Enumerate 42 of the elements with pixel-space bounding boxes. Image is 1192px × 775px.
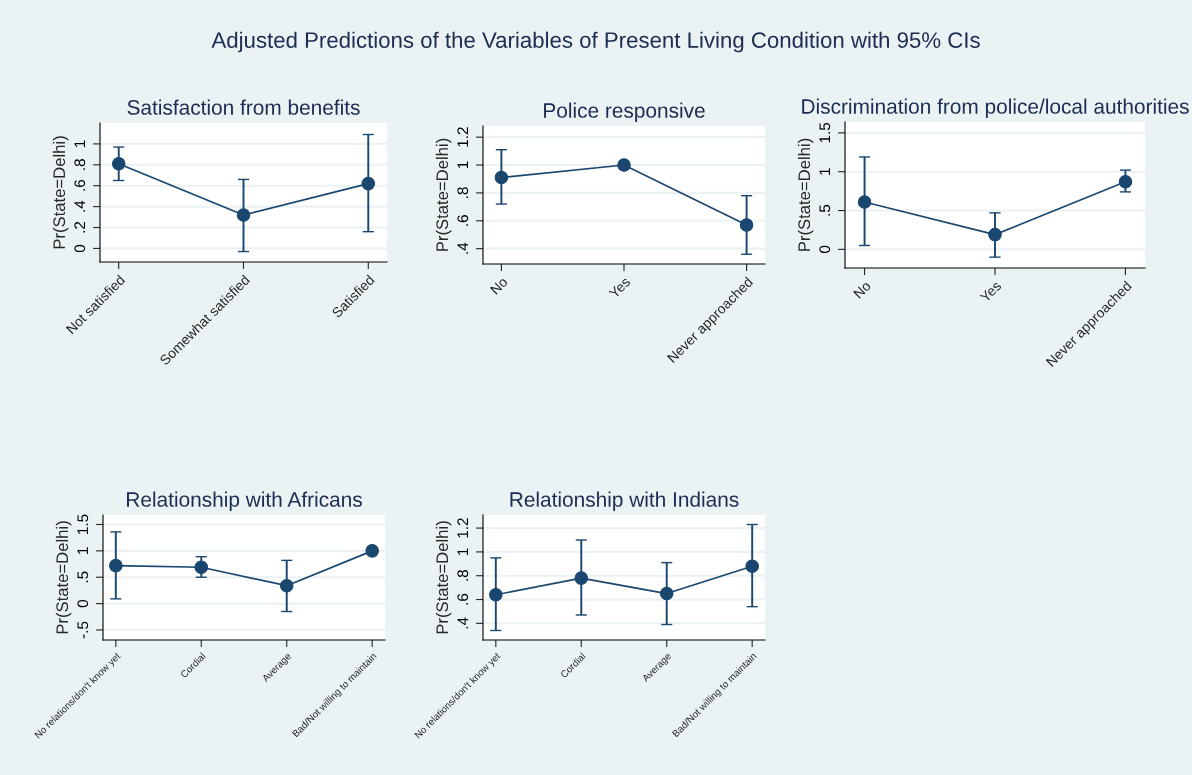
y-tick-label: -.5: [77, 621, 89, 639]
y-tick-label: 1.5: [77, 514, 89, 534]
y-tick-label: 0: [819, 245, 831, 254]
y-tick-label: .6: [457, 593, 469, 605]
y-tick-label: .6: [74, 180, 86, 191]
point: [617, 158, 631, 172]
y-tick-label: 0: [77, 599, 89, 608]
y-tick-label: 1: [77, 547, 89, 554]
y-tick-label: 1: [457, 548, 469, 555]
y-tick-label: .4: [457, 242, 469, 254]
chart-title: Discrimination from police/local authorities: [802, 98, 1189, 118]
y-axis-title: Pr(State=Delhi): [797, 138, 814, 251]
y-axis-title: Pr(State=Delhi): [435, 521, 452, 634]
y-tick-label: .5: [819, 204, 831, 216]
y-tick-label: .8: [457, 187, 469, 198]
y-tick-label: 1.2: [457, 127, 469, 147]
y-tick-label: .6: [457, 215, 469, 226]
y-tick-label: 1.5: [819, 122, 831, 143]
y-tick-label: 1: [74, 140, 86, 147]
y-tick-label: .4: [457, 617, 469, 629]
y-tick-label: .4: [74, 200, 86, 212]
y-tick-label: .5: [77, 571, 89, 583]
x-tick-label: Yes: [608, 276, 631, 299]
chart-title: Relationship with Africans: [127, 491, 362, 511]
chart-title: Relationship with Indians: [510, 491, 739, 511]
y-tick-label: .8: [74, 159, 86, 170]
chart-title: Police responsive: [544, 102, 705, 122]
x-tick-label: No: [490, 276, 509, 295]
y-axis-title: Pr(State=Delhi): [55, 521, 72, 634]
y-tick-label: 1.2: [457, 518, 469, 538]
y-tick-label: 0: [74, 244, 86, 253]
x-tick-label: Yes: [979, 280, 1002, 303]
text: Adjusted Predictions of the Variables of Present Living Condition with 95% CIs: [211, 31, 980, 53]
y-tick-label: 1: [457, 161, 469, 169]
y-tick-label: .2: [74, 221, 86, 233]
y-axis-title: Pr(State=Delhi): [435, 138, 452, 251]
chart-title: Satisfaction from benefits: [127, 99, 360, 115]
point: [365, 544, 379, 558]
y-axis-title: Pr(State=Delhi): [52, 136, 69, 249]
y-tick-label: 1: [819, 168, 831, 175]
x-tick-label: No: [853, 280, 872, 299]
y-tick-label: .8: [457, 570, 469, 581]
